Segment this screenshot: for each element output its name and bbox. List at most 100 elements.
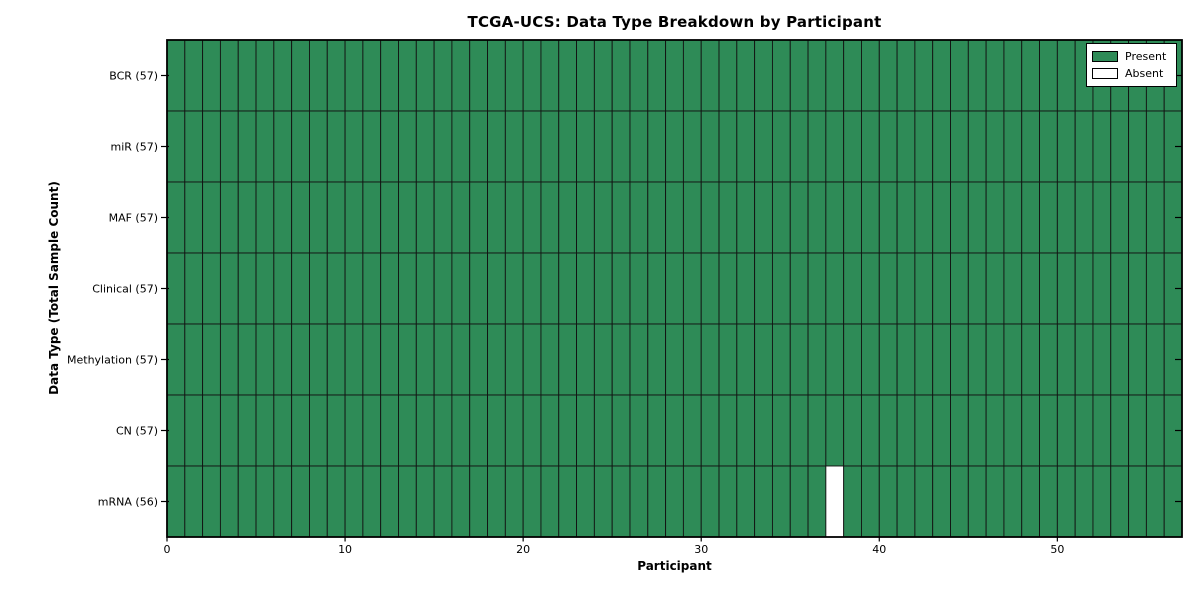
heatmap-cell [736,181,756,254]
heatmap-cell [718,252,738,325]
heatmap-cell [433,252,453,325]
heatmap-cell [380,323,399,396]
heatmap-cell [843,465,862,538]
heatmap-cell [1128,110,1147,183]
heatmap-cell [273,252,293,325]
heatmap-cell [878,252,898,325]
heatmap-cell [665,323,684,396]
heatmap-cell [861,252,880,325]
heatmap-cell [593,252,613,325]
heatmap-cell [932,465,951,538]
heatmap-cell [736,110,756,183]
heatmap-cell [647,323,667,396]
heatmap-cell [1021,252,1040,325]
heatmap-cell [665,110,684,183]
heatmap-cell [415,252,435,325]
heatmap-cell [540,394,560,467]
heatmap-cell [1003,323,1023,396]
heatmap-cell [273,394,293,467]
heatmap-cell [291,252,310,325]
heatmap-cell [1039,465,1058,538]
heatmap-cell [754,394,773,467]
heatmap-cell [1110,465,1130,538]
heatmap-cell [825,465,845,538]
heatmap-cell [825,39,845,112]
heatmap-cell [807,39,827,112]
heatmap-cell [807,181,827,254]
heatmap-cell [522,465,542,538]
heatmap-cell [1021,394,1040,467]
heatmap-cell [433,394,453,467]
heatmap-cell [682,323,702,396]
heatmap-cell [522,110,542,183]
heatmap-cell [1128,181,1147,254]
heatmap-cell [1128,323,1147,396]
heatmap-cell [629,110,649,183]
heatmap-cell [896,323,916,396]
heatmap-cell [504,39,524,112]
heatmap-cell [309,181,328,254]
heatmap-cell [576,181,595,254]
legend-entry-present: Present [1092,51,1171,63]
heatmap-cell [504,252,524,325]
y-tick-label: miR (57) [111,140,159,153]
heatmap-cell [611,323,631,396]
heatmap-cell [451,252,471,325]
heatmap-cell [593,110,613,183]
heatmap-cell [184,181,204,254]
heatmap-cell [184,252,204,325]
heatmap-cell [1039,252,1058,325]
heatmap-cell [914,39,934,112]
heatmap-cell [736,39,756,112]
heatmap-cell [1110,110,1130,183]
heatmap-cell [771,110,791,183]
heatmap-cell [291,181,310,254]
heatmap-cell [326,39,346,112]
heatmap-cell [1003,394,1023,467]
heatmap-cell [273,181,293,254]
heatmap-cell [950,394,969,467]
heatmap-cell [469,394,488,467]
heatmap-cell [665,465,684,538]
heatmap-cell [433,323,453,396]
heatmap-cell [273,465,293,538]
heatmap-cell [700,394,720,467]
heatmap-cell [380,394,399,467]
heatmap-cell [380,39,399,112]
heatmap-cell [309,252,328,325]
heatmap-cell [504,323,524,396]
y-tick-label: Clinical (57) [92,282,158,295]
heatmap-cell [611,394,631,467]
heatmap-cell [967,39,987,112]
heatmap-cell [540,465,560,538]
heatmap-cell [789,181,809,254]
heatmap-cell [362,252,382,325]
heatmap-cell [985,394,1005,467]
heatmap-cell [219,181,239,254]
heatmap-cell [1056,323,1076,396]
y-tick-label: mRNA (56) [98,495,158,508]
heatmap-cell [255,39,275,112]
heatmap-cell [1074,394,1094,467]
heatmap-cell [1110,252,1130,325]
heatmap-cell [362,39,382,112]
heatmap-cell [1074,110,1094,183]
heatmap-cell [487,110,506,183]
heatmap-cell [647,39,667,112]
heatmap-cell [682,252,702,325]
heatmap-cell [362,323,382,396]
heatmap-cell [451,39,471,112]
heatmap-cell [415,465,435,538]
legend-swatch-absent-icon [1092,67,1118,79]
heatmap-cell [611,110,631,183]
heatmap-cell [1056,465,1076,538]
heatmap-cell [415,181,435,254]
heatmap-cell [380,110,399,183]
heatmap-cell [1039,110,1058,183]
heatmap-cell [433,39,453,112]
heatmap-cell [718,323,738,396]
heatmap-cell [914,394,934,467]
heatmap-cell [1074,252,1094,325]
heatmap-cell [789,323,809,396]
